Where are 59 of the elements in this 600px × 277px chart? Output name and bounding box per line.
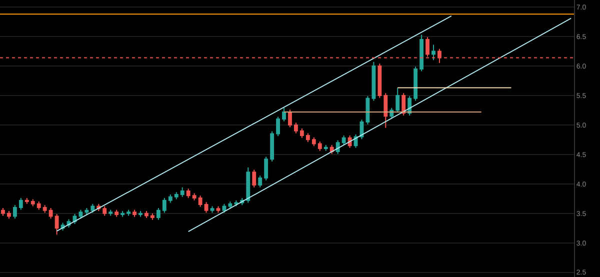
candlestick (78, 209, 83, 220)
candlestick (126, 209, 131, 216)
candlestick (12, 204, 17, 220)
candlestick (402, 92, 406, 116)
candlestick (294, 122, 298, 134)
candlestick (36, 201, 41, 210)
candlestick (264, 156, 268, 181)
candlestick (252, 169, 256, 188)
candlestick (1, 208, 5, 216)
candlestick (318, 140, 322, 152)
candlestick (24, 198, 29, 204)
candlestick (186, 188, 190, 199)
candlestick (42, 204, 47, 214)
candlestick (90, 203, 95, 214)
candlestick (156, 208, 160, 220)
candlestick (282, 107, 286, 122)
candlestick (258, 175, 262, 188)
candlestick (324, 144, 328, 152)
candlestick (102, 206, 107, 216)
candlestick (120, 210, 125, 218)
candlestick (270, 130, 274, 162)
candlestick (330, 144, 334, 154)
candlestick (144, 210, 148, 219)
candlestick (84, 208, 89, 216)
candlestick (54, 213, 59, 236)
candlestick (114, 209, 119, 218)
candlestick (7, 210, 11, 220)
candlestick (180, 186, 184, 198)
candlestick (432, 44, 436, 61)
candlestick (18, 198, 23, 210)
candlestick (420, 34, 424, 72)
candlestick (306, 132, 310, 143)
candlestick (342, 135, 346, 146)
candlestick (30, 198, 35, 207)
candlestick (300, 128, 304, 138)
candlestick (132, 209, 136, 218)
candlestick (234, 200, 238, 207)
candlestick (216, 206, 220, 214)
candlestick (150, 212, 154, 220)
candlestick (378, 63, 382, 98)
candlestick (204, 202, 208, 214)
candlestick (108, 209, 113, 216)
candlestick (48, 208, 53, 220)
candlestick (198, 195, 202, 208)
candlestick (288, 109, 292, 128)
candlestick (228, 201, 232, 210)
candlestick (414, 66, 418, 102)
candlestick (246, 166, 250, 204)
candlestick (396, 87, 400, 114)
candlestick (210, 206, 214, 214)
candlestick (192, 192, 196, 201)
candlestick (276, 116, 280, 137)
candlestick (174, 192, 178, 200)
candlestick (138, 210, 142, 218)
candlestick (372, 61, 376, 102)
candlestick (162, 198, 166, 214)
candlestick (312, 136, 316, 147)
candlestick (168, 194, 172, 204)
candlestick (384, 92, 388, 128)
